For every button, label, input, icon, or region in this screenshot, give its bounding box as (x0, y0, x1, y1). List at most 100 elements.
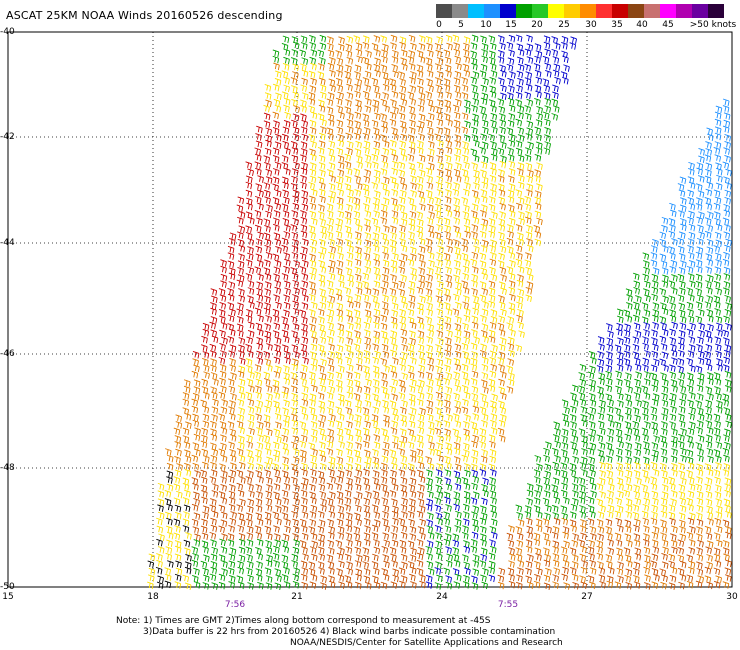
wind-barb (184, 489, 191, 498)
wind-barb (704, 566, 712, 575)
wind-barb (309, 126, 317, 135)
wind-barb (670, 343, 677, 352)
wind-barb (668, 280, 676, 288)
wind-barb (669, 413, 677, 422)
wind-barb (625, 456, 632, 464)
wind-barb (671, 462, 678, 471)
wind-barb (416, 286, 424, 295)
wind-barb (443, 127, 451, 135)
wind-barb (220, 273, 228, 282)
wind-barb (661, 469, 668, 478)
wind-barb (407, 153, 415, 162)
wind-barb (472, 524, 479, 533)
wind-barb (210, 372, 218, 380)
wind-barb (183, 441, 191, 449)
wind-barb (552, 477, 560, 485)
wind-barb (668, 560, 675, 569)
wind-barb (508, 34, 516, 43)
wind-barb (346, 567, 354, 576)
wind-barb (479, 230, 487, 239)
wind-barb (635, 371, 642, 379)
wind-barb (509, 71, 516, 79)
wind-barb (344, 553, 352, 562)
wind-barb (275, 92, 282, 101)
wind-barb (671, 287, 678, 295)
wind-barb (300, 343, 308, 351)
wind-barb (329, 57, 336, 65)
wind-barb (624, 462, 632, 470)
wind-barb (310, 435, 318, 443)
wind-barb (309, 309, 316, 317)
wind-barb (677, 547, 685, 555)
wind-barb (452, 546, 460, 555)
wind-barb (338, 365, 345, 373)
wind-barb (445, 162, 453, 170)
wind-barb (337, 168, 345, 177)
wind-barb (579, 490, 587, 499)
wind-barb (470, 357, 478, 366)
wind-barb (336, 126, 344, 135)
wind-barb (310, 266, 317, 275)
wind-barb (400, 419, 408, 428)
wind-barb (608, 483, 615, 491)
wind-barb (724, 140, 731, 149)
wind-barb (390, 456, 398, 464)
wind-barb (372, 232, 380, 240)
wind-barb (354, 189, 361, 197)
wind-barb (443, 491, 451, 500)
wind-barb (193, 581, 201, 589)
wind-barb (203, 455, 210, 463)
wind-barb (677, 365, 684, 374)
wind-barb (416, 567, 424, 576)
wind-barb (398, 176, 406, 184)
wind-barb (713, 189, 721, 198)
wind-barb (643, 378, 651, 386)
wind-barb (624, 421, 632, 429)
wind-barb (184, 469, 192, 477)
wind-barb (346, 385, 354, 393)
wind-barb (417, 253, 425, 261)
wind-barb (481, 204, 488, 212)
wind-barb (453, 456, 461, 464)
wind-barb (651, 427, 659, 436)
wind-barb (354, 231, 362, 239)
wind-barb (301, 532, 309, 541)
wind-barb (272, 308, 280, 317)
wind-barb (417, 140, 424, 148)
wind-barb (202, 328, 210, 337)
wind-barb (445, 280, 453, 289)
wind-barb (346, 56, 354, 65)
wind-barb (319, 490, 326, 499)
wind-barb (416, 85, 424, 94)
wind-barb (309, 202, 317, 211)
wind-barb (300, 148, 308, 156)
wind-barb (364, 461, 371, 470)
wind-barb (309, 168, 317, 177)
wind-barb (625, 288, 633, 296)
wind-barb (382, 504, 390, 513)
wind-barb (237, 231, 244, 239)
wind-barb (345, 330, 353, 338)
wind-barb (452, 308, 460, 316)
wind-barb (705, 434, 713, 442)
wind-barb (428, 259, 435, 268)
wind-barb (362, 477, 370, 485)
wind-barb (336, 64, 344, 72)
wind-barb (228, 475, 235, 484)
wind-barb (300, 167, 308, 176)
wind-barb (527, 141, 534, 150)
wind-barb (569, 547, 577, 555)
wind-barb (687, 273, 695, 281)
wind-barb (317, 49, 325, 58)
wind-barb (642, 406, 649, 415)
wind-barb (489, 350, 497, 359)
wind-barb (426, 70, 434, 78)
wind-barb (481, 176, 489, 184)
wind-barb (571, 435, 579, 443)
wind-barb (328, 195, 335, 204)
wind-barb (390, 581, 398, 589)
wind-barb (364, 342, 371, 351)
wind-barb (255, 483, 263, 492)
wind-barb (237, 524, 244, 533)
wind-barb (660, 497, 668, 506)
